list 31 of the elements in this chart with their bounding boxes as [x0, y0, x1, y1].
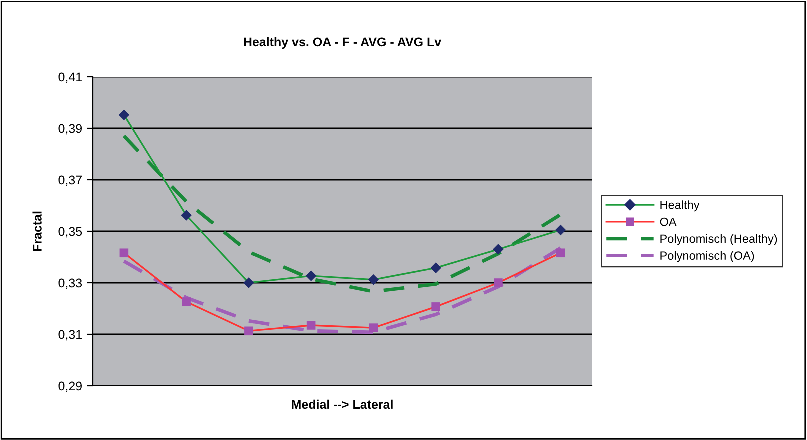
- y-tick-label: 0,41: [58, 72, 82, 84]
- point: [244, 326, 254, 336]
- point: [430, 262, 442, 274]
- point: [244, 278, 254, 288]
- y-tick-label: 0,39: [58, 124, 82, 135]
- y-tick-label: 0,31: [58, 330, 82, 341]
- y-tick-label: 0,35: [58, 227, 82, 238]
- point: [369, 324, 378, 332]
- point: [120, 248, 129, 258]
- line-series: [122, 134, 563, 294]
- legend-label: Healthy: [660, 200, 700, 212]
- point: [556, 248, 566, 258]
- point: [432, 302, 440, 312]
- point: [118, 110, 130, 120]
- point: [306, 321, 316, 330]
- legend-label: Polynomisch (OA): [660, 251, 754, 262]
- point: [555, 224, 566, 236]
- y-axis-title: Fractal: [32, 212, 42, 252]
- point: [368, 274, 380, 286]
- point: [182, 298, 191, 306]
- y-tick-label: 0,29: [58, 382, 82, 392]
- point: [306, 270, 317, 282]
- legend-label: Polynomisch (Healthy): [660, 234, 778, 246]
- x-axis-title: Medial --> Lateral: [292, 400, 393, 410]
- point: [494, 278, 503, 288]
- point: [181, 210, 192, 221]
- point: [493, 244, 504, 255]
- y-tick-label: 0,37: [58, 176, 82, 186]
- chart-title: Healthy vs. OA - F - AVG - AVG Lv: [244, 37, 442, 50]
- y-tick-label: 0,33: [58, 278, 82, 290]
- legend-label: OA: [660, 218, 677, 226]
